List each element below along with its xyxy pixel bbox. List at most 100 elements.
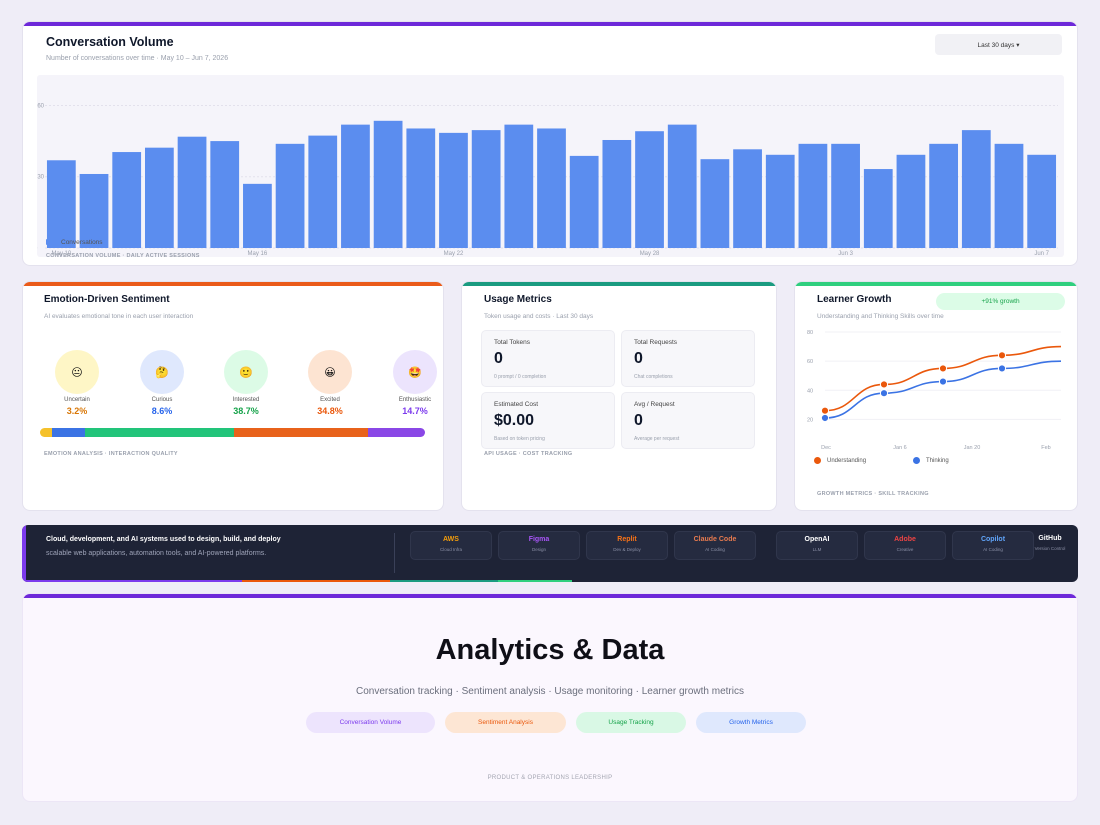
bar[interactable] <box>275 143 305 248</box>
emotion-segment <box>85 428 235 437</box>
metric-value: 0 <box>494 350 503 367</box>
data-point[interactable] <box>820 406 830 415</box>
bar[interactable] <box>406 128 436 248</box>
bar[interactable] <box>79 173 109 248</box>
emotion-face-icon: 🙂 <box>224 350 268 394</box>
tool-github[interactable]: GitHub Version Control <box>1022 531 1078 560</box>
conversation-volume-card: Conversation Volume Number of conversati… <box>22 21 1078 266</box>
data-point[interactable] <box>879 380 889 389</box>
conversation-volume-footer: CONVERSATION VOLUME · DAILY ACTIVE SESSI… <box>46 253 200 259</box>
bar[interactable] <box>863 169 893 248</box>
bar[interactable] <box>504 124 534 248</box>
chip-sentiment-analysis[interactable]: Sentiment Analysis <box>445 712 566 733</box>
data-point[interactable] <box>938 377 948 386</box>
tool-name: Claude Code <box>693 536 737 543</box>
emotion-enthusiastic: 🤩 Enthusiastic 14.7% <box>385 350 443 416</box>
usage-metrics-card: Usage Metrics Token usage and costs · La… <box>461 281 777 511</box>
bar[interactable] <box>144 147 174 248</box>
tool-replit[interactable]: Replit Dev & Deploy <box>586 531 668 560</box>
bar[interactable] <box>112 152 142 248</box>
bar[interactable] <box>896 154 926 248</box>
banner-accent <box>22 525 26 582</box>
emotion-uncertain: 😐 Uncertain 3.2% <box>47 350 107 416</box>
emotion-distribution-bar <box>40 428 425 437</box>
bar[interactable] <box>46 160 76 248</box>
tools-subtitle: scalable web applications, automation to… <box>46 550 267 557</box>
section-accent-bar <box>23 594 1077 598</box>
tool-aws[interactable]: AWS Cloud Infra <box>410 531 492 560</box>
metric-total-tokens: Total Tokens 0 0 prompt / 0 completion <box>481 330 615 387</box>
tool-name: Replit <box>617 536 637 543</box>
emotion-label: Enthusiastic <box>398 397 432 403</box>
metric-label: Avg / Request <box>634 401 675 408</box>
legend-label: Thinking <box>926 458 949 465</box>
emotion-percent: 38.7% <box>233 406 259 416</box>
data-point[interactable] <box>820 413 830 423</box>
bar[interactable] <box>1027 154 1057 248</box>
bar[interactable] <box>929 143 959 248</box>
bar[interactable] <box>961 130 991 248</box>
chip-usage-tracking[interactable]: Usage Tracking <box>576 712 686 733</box>
metric-label: Estimated Cost <box>494 401 539 408</box>
chip-label: Growth Metrics <box>729 719 773 726</box>
tool-name: OpenAI <box>804 536 830 543</box>
chip-growth-metrics[interactable]: Growth Metrics <box>696 712 806 733</box>
tool-name: Figma <box>528 536 550 543</box>
divider <box>394 533 395 573</box>
bar[interactable] <box>210 141 240 248</box>
emotion-face-icon: 🤩 <box>393 350 437 394</box>
emotion-segment <box>234 428 369 437</box>
bar[interactable] <box>243 183 272 248</box>
x-tick-label: Jan 6 <box>893 445 906 451</box>
tool-openai[interactable]: OpenAI LLM <box>776 531 858 560</box>
tool-copilot[interactable]: Copilot AI Coding <box>952 531 1034 560</box>
tool-claude-code[interactable]: Claude Code AI Coding <box>674 531 756 560</box>
bar[interactable] <box>700 159 730 248</box>
bar[interactable] <box>471 130 501 248</box>
date-range-dropdown[interactable]: Last 30 days ▾ <box>935 34 1062 55</box>
tool-name: Copilot <box>980 536 1006 543</box>
legend-swatch <box>46 239 55 246</box>
data-point[interactable] <box>938 364 948 373</box>
tool-description: LLM <box>812 547 822 552</box>
bar[interactable] <box>308 135 338 248</box>
bar[interactable] <box>439 132 468 248</box>
bar[interactable] <box>831 143 860 248</box>
bar[interactable] <box>765 154 795 248</box>
data-point[interactable] <box>879 389 889 398</box>
emotion-curious: 🤔 Curious 8.6% <box>132 350 192 416</box>
y-tick-label: 0 <box>37 246 38 252</box>
legend-label: Understanding <box>827 458 867 465</box>
bar[interactable] <box>994 143 1024 248</box>
card-accent-bar <box>23 282 443 286</box>
tool-figma[interactable]: Figma Design <box>498 531 580 560</box>
bar[interactable] <box>537 128 566 248</box>
usage-subtitle: Token usage and costs · Last 30 days <box>484 313 594 320</box>
learner-line-chart: 80 60 40 20 Dec Jan 6 Jan 20 Feb <box>807 330 1062 451</box>
chip-conversation-volume[interactable]: Conversation Volume <box>306 712 435 733</box>
x-tick-label: Jun 7 <box>1034 251 1049 257</box>
sentiment-footer: EMOTION ANALYSIS · INTERACTION QUALITY <box>44 451 178 457</box>
bar[interactable] <box>569 155 599 248</box>
analytics-footer: PRODUCT & OPERATIONS LEADERSHIP <box>487 775 613 781</box>
metric-subtext: Average per request <box>634 436 680 442</box>
emotion-face-icon: 🤔 <box>140 350 184 394</box>
tool-description: Dev & Deploy <box>613 547 641 552</box>
learner-growth-card: Learner Growth Understanding and Thinkin… <box>794 281 1078 511</box>
bar[interactable] <box>667 124 697 248</box>
usage-footer: API USAGE · COST TRACKING <box>484 451 573 457</box>
analytics-subtitle: Conversation tracking · Sentiment analys… <box>356 686 744 697</box>
tool-description: AI Coding <box>983 547 1003 552</box>
tool-adobe[interactable]: Adobe Creative <box>864 531 946 560</box>
chip-label: Conversation Volume <box>339 719 402 726</box>
bar[interactable] <box>733 149 762 248</box>
tool-description: Creative <box>896 547 914 552</box>
bar[interactable] <box>635 131 664 248</box>
bar[interactable] <box>602 139 632 248</box>
data-point[interactable] <box>997 351 1007 360</box>
bar[interactable] <box>341 124 370 248</box>
bar[interactable] <box>373 120 403 248</box>
bar[interactable] <box>177 136 207 248</box>
bar[interactable] <box>798 143 828 248</box>
data-point[interactable] <box>997 364 1007 373</box>
